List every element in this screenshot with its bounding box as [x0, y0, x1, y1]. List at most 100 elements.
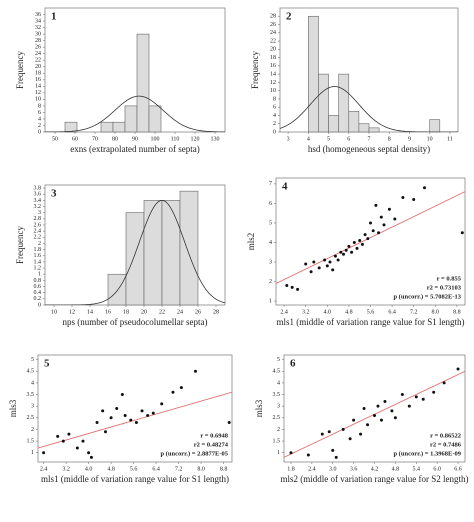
y-tick-label: 5 — [269, 220, 272, 226]
y-tick-label: 3 — [277, 404, 280, 410]
point — [327, 430, 331, 434]
y-tick-label: 36 — [35, 12, 41, 18]
point — [393, 217, 397, 221]
point — [151, 411, 155, 415]
y-tick-label: 20 — [35, 64, 41, 70]
x-tick-label: 9 — [408, 136, 411, 142]
x-tick-label: 10 — [427, 136, 433, 142]
y-axis-title: mls3 — [8, 399, 18, 417]
y-tick-label: 0.2 — [34, 296, 42, 302]
bar — [124, 105, 138, 133]
point — [414, 395, 418, 399]
point — [336, 258, 340, 262]
point — [179, 386, 183, 390]
x-tick-label: 3 — [287, 136, 290, 142]
point — [334, 455, 338, 459]
bar — [64, 121, 78, 133]
bar — [148, 105, 162, 133]
y-tick-label: 4 — [277, 380, 280, 386]
y-tick-label: 2 — [277, 427, 280, 433]
y-tick-label: 4 — [38, 116, 41, 122]
x-tick-label: 3.2 — [62, 466, 70, 472]
y-tick-label: 6 — [38, 110, 41, 116]
y-tick-label: 2 — [269, 279, 272, 285]
bar — [308, 15, 319, 133]
x-tick-label: 11 — [447, 136, 453, 142]
y-tick-label: 0.6 — [34, 284, 42, 290]
point — [333, 254, 337, 258]
y-tick-label: 8 — [273, 96, 276, 102]
x-axis-title: mls1 (middle of variation range value fo… — [41, 474, 229, 484]
y-tick-label: 1 — [269, 298, 272, 304]
point — [115, 407, 119, 410]
x-axis-title: mls2 (middle of variation range value fo… — [281, 474, 469, 484]
x-tick-label: 22 — [159, 309, 165, 315]
bar — [112, 121, 126, 133]
point — [369, 221, 372, 225]
y-tick-label: 2.5 — [27, 415, 35, 421]
point — [366, 237, 370, 241]
x-tick-label: 14 — [87, 309, 93, 315]
point — [160, 402, 164, 406]
point — [75, 446, 79, 450]
panel: 50 60 70 80 90 100 110 120 130024681012141618202… — [15, 7, 226, 154]
x-tick-label: 80 — [112, 136, 118, 142]
y-tick-label: 4 — [31, 380, 34, 386]
point — [42, 451, 46, 455]
y-tick-label: 20 — [270, 47, 276, 53]
y-tick-label: 10 — [35, 97, 41, 103]
y-tick-label: 3.5 — [27, 392, 35, 398]
x-tick-label: 26 — [195, 309, 201, 315]
x-tick-label: 7 — [368, 136, 371, 142]
x-tick-label: 7.2 — [175, 466, 183, 472]
point — [379, 215, 383, 219]
point — [407, 404, 411, 408]
x-tick-label: 4 — [307, 136, 310, 142]
panel: 10 12 14 16 18 20 22 24 26 28 00.20.40.60.811.21.4… — [15, 184, 226, 327]
x-tick-label: 12 — [69, 309, 75, 315]
bar — [107, 273, 127, 306]
y-axis-title: Frequency — [250, 51, 260, 89]
point — [320, 432, 324, 436]
point — [309, 270, 313, 274]
x-tick-label: 8.8 — [220, 466, 228, 472]
annotation: r = 0.855 — [437, 275, 462, 282]
x-tick-label: 28 — [213, 309, 219, 315]
point — [359, 432, 363, 436]
y-axis-title: Frequency — [15, 226, 25, 264]
bar — [100, 121, 114, 133]
point — [193, 369, 197, 373]
point — [382, 223, 386, 227]
point — [350, 250, 354, 254]
y-tick-label: 2.4 — [34, 229, 42, 235]
y-tick-label: 3 — [31, 404, 34, 410]
point — [146, 413, 150, 417]
y-tick-label: 30 — [35, 31, 41, 37]
bar — [338, 73, 350, 133]
point — [376, 404, 380, 408]
bar — [358, 123, 370, 133]
point — [401, 196, 405, 200]
panel-number: 5 — [44, 358, 50, 370]
panel: 2.4 3.2 4.0 4.8 5.6 6.4 7.2 8.0 8.8 1 1.5 2 2.5 3 3.5 4… — [8, 354, 233, 484]
y-tick-label: 2.5 — [273, 415, 281, 421]
y-tick-label: 1.4 — [34, 259, 42, 265]
x-tick-label: 3.6 — [350, 466, 358, 472]
bar — [179, 190, 199, 306]
x-tick-label: 20 — [141, 309, 147, 315]
y-tick-label: 16 — [35, 77, 41, 83]
x-tick-label: 3.2 — [302, 309, 310, 315]
y-tick-label: 5 — [277, 357, 280, 363]
point — [363, 233, 367, 237]
point — [290, 285, 294, 289]
point — [362, 407, 366, 410]
y-tick-label: 2.2 — [34, 235, 42, 241]
normal-curve — [45, 199, 225, 305]
y-tick-label: 1 — [38, 272, 41, 278]
y-tick-label: 4.5 — [273, 369, 281, 375]
x-tick-label: 130 — [211, 136, 220, 142]
y-tick-label: 4 — [273, 113, 276, 119]
y-tick-label: 1.5 — [273, 438, 281, 444]
point — [61, 439, 65, 443]
y-tick-label: 0 — [38, 302, 41, 308]
